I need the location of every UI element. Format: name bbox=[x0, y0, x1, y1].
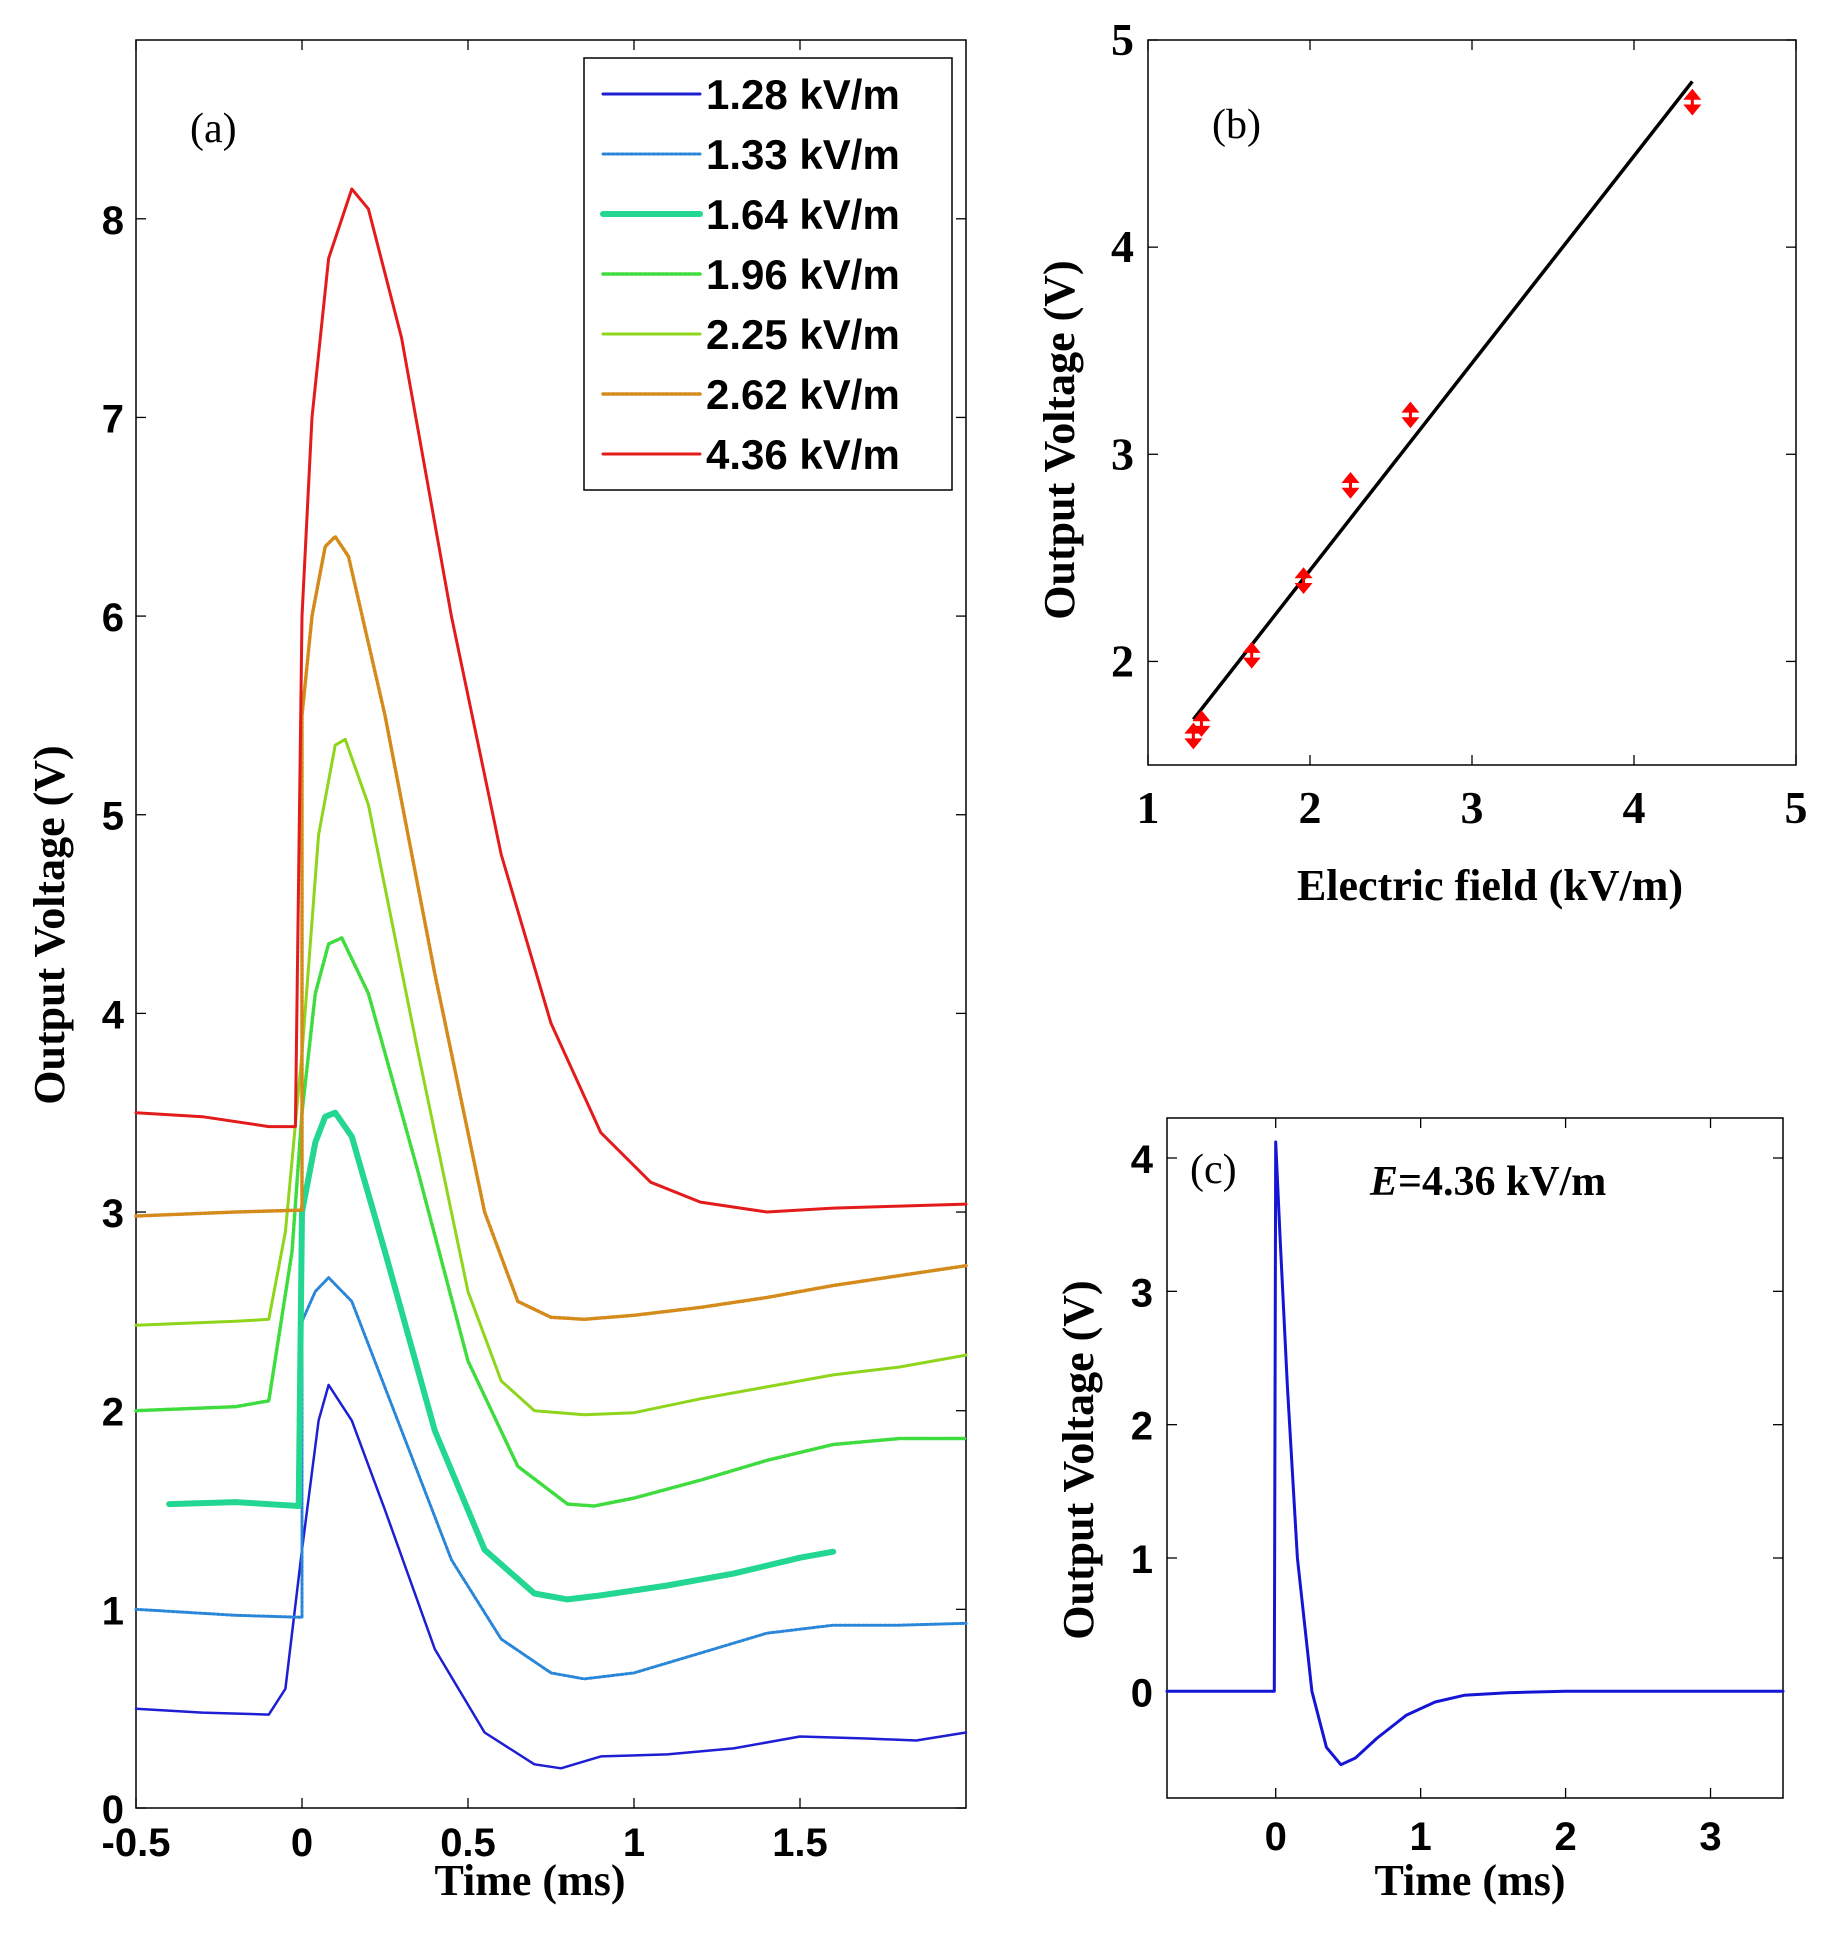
panel-b-error-cap-top bbox=[1294, 567, 1313, 579]
panel-a-y-tick-label: 5 bbox=[102, 795, 124, 839]
panel-b-y-tick-label: 4 bbox=[1111, 221, 1134, 272]
panel-b-label: (b) bbox=[1212, 102, 1261, 148]
panel-a-x-tick-label: 0.5 bbox=[440, 1821, 496, 1865]
panel-c-x-tick-label: 2 bbox=[1554, 1815, 1576, 1859]
panel-a-y-tick-label: 7 bbox=[102, 397, 124, 441]
panel-b-x-tick-label: 3 bbox=[1461, 782, 1484, 833]
panel-b-error-cap-top bbox=[1192, 710, 1211, 722]
panel-b-x-tick-label: 5 bbox=[1785, 782, 1808, 833]
legend-label-4-36: 4.36 kV/m bbox=[706, 431, 900, 478]
panel-a-series-2-25-kv-m bbox=[134, 737, 968, 1417]
panel-a-y-tick-label: 3 bbox=[102, 1192, 124, 1236]
panel-b-error-cap-top bbox=[1341, 472, 1360, 483]
panel-b-x-axis-title: Electric field (kV/m) bbox=[1297, 861, 1683, 910]
panel-a-series-4-36-kv-m bbox=[134, 187, 968, 1214]
panel-b-error-cap-top bbox=[1683, 88, 1702, 100]
panel-a-y-tick-label: 2 bbox=[102, 1391, 124, 1435]
legend-label-1-33: 1.33 kV/m bbox=[706, 131, 900, 178]
panel-a-x-axis-title: Time (ms) bbox=[434, 1856, 625, 1905]
panel-a-series-1-33-kv-m bbox=[134, 1276, 968, 1681]
panel-c-line-chart: 0 1 2 3 0 1 2 3 4 (c) E=4.36 kV/m Time (ms) Outp… bbox=[1054, 1117, 1785, 1905]
panel-c-y-tick-label: 0 bbox=[1131, 1671, 1153, 1715]
panel-c-y-tick-label: 1 bbox=[1131, 1538, 1153, 1582]
panel-c-x-tick-label: 1 bbox=[1410, 1815, 1432, 1859]
panel-a-y-tick-label: 1 bbox=[102, 1589, 124, 1633]
panel-b-error-cap-bottom bbox=[1184, 738, 1203, 750]
panel-b-y-axis-title: Output Voltage (V) bbox=[1035, 260, 1084, 619]
legend-label-2-25: 2.25 kV/m bbox=[706, 311, 900, 358]
panel-a-y-tick-label: 0 bbox=[102, 1788, 124, 1832]
panel-c-series-group bbox=[1165, 1140, 1785, 1767]
panel-b-axis-ticks: 1 2 3 4 5 2 3 4 5 bbox=[1111, 14, 1808, 833]
panel-c-series-simulated bbox=[1165, 1140, 1785, 1767]
panel-b-error-cap-bottom bbox=[1294, 583, 1313, 594]
panel-b-y-tick-label: 3 bbox=[1111, 428, 1134, 479]
panel-b-error-cap-bottom bbox=[1341, 487, 1360, 499]
panel-b-point-1-33 bbox=[1192, 710, 1211, 737]
panel-b-error-cap-bottom bbox=[1401, 417, 1420, 429]
panel-b-y-tick-label: 5 bbox=[1111, 14, 1134, 65]
panel-a-x-tick-label: -0.5 bbox=[102, 1821, 171, 1865]
panel-a-legend: 1.28 kV/m 1.33 kV/m 1.64 kV/m 1.96 kV/m … bbox=[583, 57, 953, 491]
panel-a-y-axis-title: Output Voltage (V) bbox=[25, 745, 74, 1104]
panel-b-plot-area bbox=[1147, 39, 1797, 766]
panel-b-error-cap-bottom bbox=[1192, 725, 1211, 737]
panel-c-axis-ticks: 0 1 2 3 0 1 2 3 4 bbox=[1131, 1118, 1783, 1859]
panel-b-point-1-64 bbox=[1242, 641, 1261, 669]
panel-a-x-tick-label: 1 bbox=[623, 1821, 645, 1865]
panel-b-point-2-62 bbox=[1401, 401, 1420, 429]
panel-c-annotation-var: E bbox=[1369, 1159, 1398, 1205]
panel-c-annotation-value: =4.36 kV/m bbox=[1398, 1159, 1606, 1205]
panel-b-error-cap-bottom bbox=[1683, 104, 1702, 116]
panel-a-y-tick-label: 8 bbox=[102, 199, 124, 243]
panel-c-x-tick-label: 3 bbox=[1699, 1815, 1721, 1859]
panel-b-error-cap-top bbox=[1401, 401, 1420, 413]
panel-a-series-1-28-kv-m bbox=[134, 1383, 968, 1770]
panel-b-error-cap-bottom bbox=[1242, 657, 1261, 669]
panel-b-x-tick-label: 2 bbox=[1299, 782, 1322, 833]
panel-b-x-tick-label: 4 bbox=[1623, 782, 1646, 833]
legend-label-1-96: 1.96 kV/m bbox=[706, 251, 900, 298]
legend-label-2-62: 2.62 kV/m bbox=[706, 371, 900, 418]
panel-a-label: (a) bbox=[190, 106, 237, 152]
panel-c-y-tick-label: 2 bbox=[1131, 1405, 1153, 1449]
panel-b-scatter-chart: 1 2 3 4 5 2 3 4 5 (b) Electric field (kV/m) Outp… bbox=[1035, 14, 1808, 910]
panel-b-point-4-36 bbox=[1683, 88, 1702, 116]
panel-a-series-1-64-kv-m bbox=[166, 1109, 837, 1603]
panel-b-error-cap-top bbox=[1242, 641, 1261, 653]
panel-a-plot-area bbox=[135, 39, 967, 1809]
panel-b-y-tick-label: 2 bbox=[1111, 635, 1134, 686]
legend-label-1-28: 1.28 kV/m bbox=[706, 71, 900, 118]
panel-c-x-tick-label: 0 bbox=[1265, 1815, 1287, 1859]
panel-a-series-1-96-kv-m bbox=[134, 936, 968, 1508]
legend-label-1-64: 1.64 kV/m bbox=[706, 191, 900, 238]
panel-b-point-2-25 bbox=[1341, 472, 1360, 499]
panel-b-x-tick-label: 1 bbox=[1137, 782, 1160, 833]
panel-a-y-tick-label: 4 bbox=[102, 993, 125, 1037]
panel-c-y-axis-title: Output Voltage (V) bbox=[1054, 1280, 1103, 1639]
panel-a-series-2-62-kv-m bbox=[134, 534, 968, 1322]
panel-a-y-tick-label: 6 bbox=[102, 596, 124, 640]
panel-b-data-group bbox=[1184, 80, 1702, 750]
panel-c-y-tick-label: 4 bbox=[1131, 1138, 1154, 1182]
panel-c-y-tick-label: 3 bbox=[1131, 1271, 1153, 1315]
panel-b-point-1-96 bbox=[1294, 567, 1313, 594]
panel-a-x-tick-label: 1.5 bbox=[772, 1821, 828, 1865]
panel-c-x-axis-title: Time (ms) bbox=[1374, 1856, 1565, 1905]
panel-c-annotation: E=4.36 kV/m bbox=[1369, 1159, 1606, 1205]
panel-a-x-tick-label: 0 bbox=[291, 1821, 313, 1865]
panel-b-fit-line bbox=[1191, 80, 1694, 721]
panel-a-series-group bbox=[134, 187, 968, 1770]
panel-c-plot-area bbox=[1166, 1117, 1784, 1799]
panel-c-label: (c) bbox=[1190, 1147, 1237, 1193]
